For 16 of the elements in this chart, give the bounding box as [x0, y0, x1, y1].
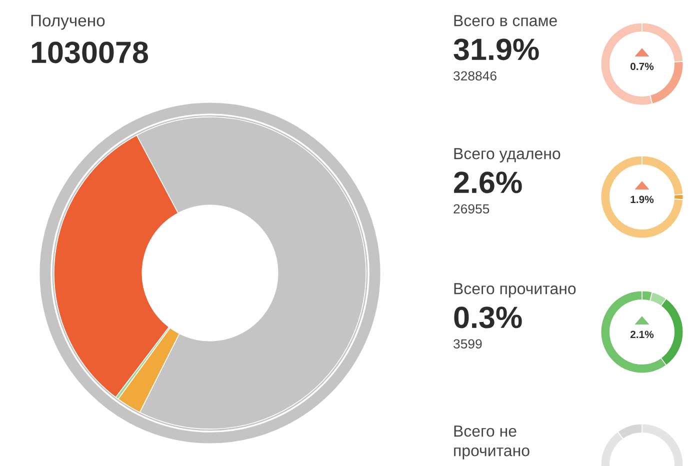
chart-subtitle: 0.3% [454, 306, 522, 328]
text: 2.1% [630, 330, 654, 338]
text: 3599 [454, 339, 482, 349]
text: 1.9% [630, 196, 654, 204]
text: 0.7% [630, 62, 654, 70]
chart-subtitle: 1030078 [32, 42, 148, 64]
text: 328846 [454, 71, 496, 81]
chart-subtitle: 31.9% [454, 38, 539, 60]
chart-title: Всего удалено [454, 148, 560, 162]
chart-subtitle: 2.6% [454, 172, 522, 194]
text: Всего не прочитано [454, 426, 530, 460]
donut-slice [600, 155, 684, 239]
chart-title: Получено [31, 14, 105, 30]
chart-title: Всего прочитано [454, 283, 576, 298]
chart-title: Всего в спаме [454, 15, 557, 26]
text: 26955 [454, 204, 490, 214]
